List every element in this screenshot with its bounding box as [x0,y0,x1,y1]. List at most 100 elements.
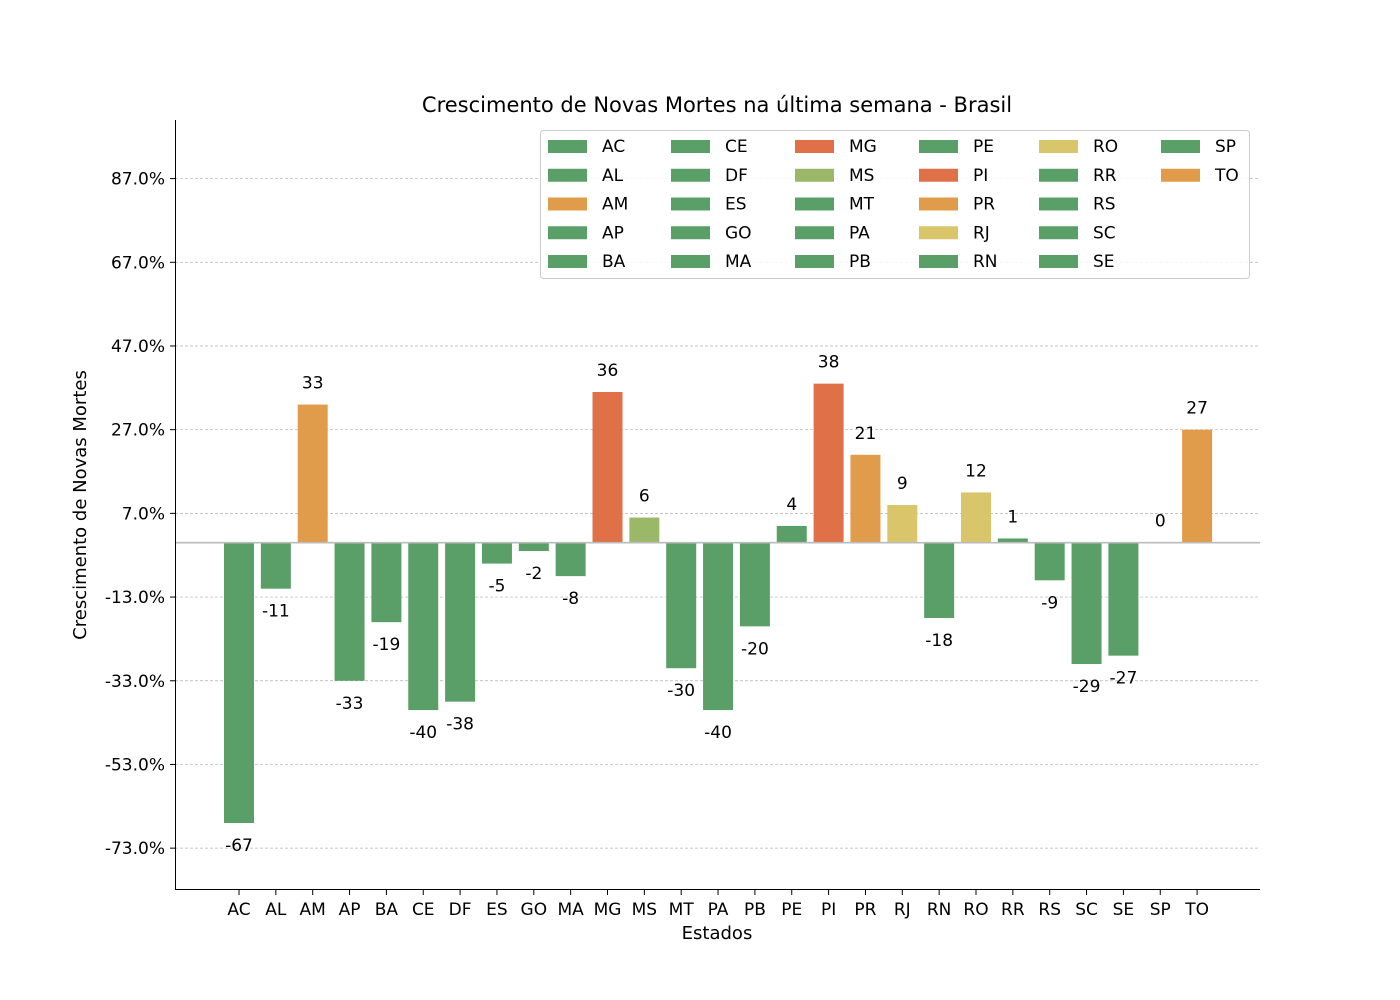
x-tick-label: SP [1150,900,1171,920]
bar-ac [224,542,254,824]
x-tick-label: MA [558,900,585,920]
legend-swatch-df [671,168,710,182]
legend-label-rn: RN [973,252,998,272]
bar-ms [629,517,660,543]
y-tick-label: 47.0% [111,337,165,357]
x-tick-label: RN [927,900,952,920]
bar-rr [997,538,1028,543]
legend-swatch-ap [548,226,587,240]
data-label-rn: -18 [925,631,953,651]
y-axis-label: Crescimento de Novas Mortes [70,370,91,640]
legend-label-ma: MA [725,252,752,272]
legend-label-ac: AC [602,137,625,157]
bar-al [260,542,291,589]
legend-label-ms: MS [849,166,874,186]
data-label-pb: -20 [741,639,769,659]
legend-label-se: SE [1093,252,1115,272]
data-label-pi: 38 [818,353,840,373]
x-tick-label: SC [1075,900,1098,920]
data-label-ma: -8 [562,589,579,609]
x-tick-label: CE [412,900,435,920]
bar-ba [371,542,402,623]
bar-se [1108,542,1139,656]
y-tick-label: -33.0% [105,672,165,692]
legend-swatch-pi [919,168,958,182]
x-tick-label: GO [521,900,548,920]
legend-swatch-al [548,168,587,182]
legend-swatch-sc [1039,226,1078,240]
data-label-ce: -40 [409,723,437,743]
legend-swatch-ce [671,140,710,153]
x-tick-label: PE [781,900,802,920]
legend-label-to: TO [1214,166,1239,186]
legend-swatch-mt [795,197,834,211]
legend-label-df: DF [725,166,748,186]
legend-swatch-rj [919,226,958,240]
legend-label-pa: PA [849,223,870,243]
data-label-mt: -30 [667,681,695,701]
legend-label-pe: PE [973,137,994,157]
legend-swatch-mg [795,140,834,153]
x-tick-label: AL [265,900,287,920]
bars [224,383,1213,824]
bar-am [297,404,328,543]
legend-label-mt: MT [849,195,875,215]
x-tick-label: SE [1113,900,1135,920]
data-label-to: 27 [1186,399,1208,419]
bar-ce [408,542,439,711]
legend-swatch-es [671,197,710,211]
y-tick-label: 67.0% [111,253,165,273]
legend-swatch-am [548,197,587,211]
bar-df [445,542,476,702]
x-tick-label: AC [227,900,250,920]
bar-pi [813,383,844,543]
data-label-rr: 1 [1007,507,1018,527]
x-tick-label: AM [300,900,326,920]
bar-ro [961,492,991,543]
x-tick-label: PR [854,900,876,920]
data-labels: -67 -11 33 -33 -19 -40 -38 -5 -2 -8 36 6 -30 -40 -20 4 3… [225,353,1208,856]
x-tick-label: RO [963,900,988,920]
data-label-am: 33 [302,374,324,394]
x-axis-ticks: AC AL AM AP BA CE DF ES GO MA MG MS MT PA PB PE PI PR RJ RN… [227,890,1209,920]
legend-swatch-ma [671,255,710,268]
data-label-es: -5 [488,577,505,597]
legend-swatch-se [1039,255,1078,268]
data-label-al: -11 [262,602,290,622]
bar-to [1182,429,1213,543]
data-label-ac: -67 [225,836,253,856]
data-label-se: -27 [1110,669,1138,689]
y-axis-ticks: 87.0% 67.0% 47.0% 27.0% 7.0% -13.0% -33.0% -53.… [105,170,175,859]
data-label-ba: -19 [373,635,401,655]
x-tick-label: RJ [894,900,911,920]
legend-swatch-rs [1039,197,1078,211]
bar-ap [334,542,365,681]
legend-label-am: AM [602,195,628,215]
bar-go [518,542,549,552]
legend-box [540,130,1250,279]
legend-swatch-ms [795,168,834,182]
bar-pa [703,542,734,711]
x-tick-label: PA [708,900,729,920]
x-tick-label: PB [744,900,766,920]
x-tick-label: MS [632,900,657,920]
x-axis-label: Estados [682,923,753,944]
legend-label-al: AL [602,166,624,186]
x-tick-label: RR [1001,900,1025,920]
data-label-mg: 36 [597,361,619,381]
legend-swatch-pr [919,197,958,211]
y-tick-label: -73.0% [105,839,165,859]
y-tick-label: -13.0% [105,588,165,608]
data-label-ms: 6 [639,487,650,507]
legend-label-go: GO [725,223,752,243]
bar-rj [887,505,918,543]
bar-ma [555,542,586,577]
legend-swatch-ac [548,140,587,153]
data-label-sc: -29 [1073,677,1101,697]
legend-label-rs: RS [1093,195,1116,215]
bar-mt [666,542,697,669]
y-tick-label: 27.0% [111,421,165,441]
grid-lines [175,178,1260,849]
legend-swatch-pa [795,226,834,240]
